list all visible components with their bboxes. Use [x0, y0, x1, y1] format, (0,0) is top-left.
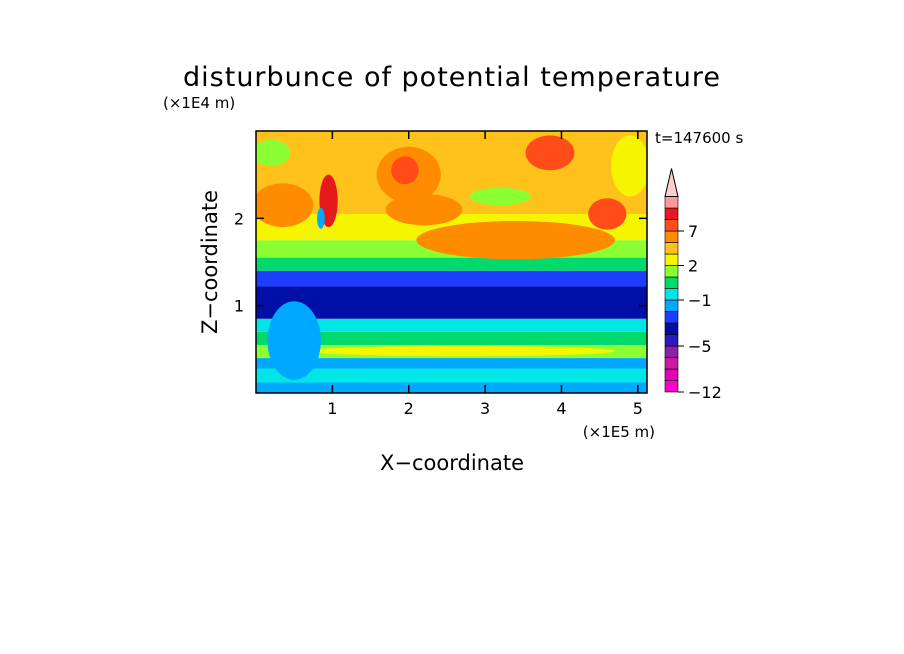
feature-7	[385, 193, 463, 226]
colorbar-label-0: −12	[688, 383, 722, 402]
heatmap-area	[256, 131, 647, 393]
colorbar-segment-5	[664, 322, 679, 335]
colorbar-segment-1	[664, 368, 679, 381]
colorbar-segment-13	[664, 230, 679, 243]
feature-11	[309, 345, 615, 357]
colorbar-label-4: 7	[688, 222, 698, 241]
colorbar-segment-6	[664, 311, 679, 324]
colorbar-label-2: −1	[688, 291, 712, 310]
colorbar-segment-8	[664, 288, 679, 301]
colorbar-segment-2	[664, 357, 679, 370]
y-axis-title: Z−coordinate	[198, 190, 222, 334]
x-unit-label: (×1E5 m)	[583, 423, 655, 441]
feature-12	[267, 301, 321, 380]
band-6	[256, 286, 647, 319]
x-tick-label-3: 4	[556, 399, 566, 418]
colorbar-segment-7	[664, 299, 679, 312]
feature-1	[391, 156, 419, 185]
feature-3	[256, 183, 314, 228]
x-tick-label-2: 3	[480, 399, 490, 418]
x-tick-label-0: 1	[327, 399, 337, 418]
y-unit-label: (×1E4 m)	[163, 94, 235, 112]
feature-8	[469, 187, 531, 206]
colorbar-segment-14	[664, 219, 679, 232]
y-axis: 12	[234, 209, 647, 316]
band-0	[256, 382, 647, 393]
time-label: t=147600 s	[655, 129, 743, 147]
colorbar-segment-15	[664, 207, 679, 220]
colorbar-segment-11	[664, 253, 679, 266]
colorbar-segment-10	[664, 265, 679, 278]
colorbar-segment-0	[664, 380, 679, 393]
band-7	[256, 270, 647, 287]
x-axis: 1 2 3 4 5	[327, 131, 643, 418]
colorbar-label-1: −5	[688, 337, 712, 356]
feature-13	[317, 207, 325, 229]
colorbar-segment-9	[664, 276, 679, 289]
colorbar-segment-12	[664, 242, 679, 255]
feature-9	[256, 139, 291, 166]
band-4	[256, 331, 647, 345]
x-tick-label-4: 5	[633, 399, 643, 418]
colorbar: −12−5−127	[664, 168, 722, 402]
colorbar-segment-3	[664, 345, 679, 358]
band-2	[256, 358, 647, 369]
plot-frame	[255, 130, 648, 394]
band-1	[256, 368, 647, 383]
feature-5	[416, 220, 615, 260]
feature-10	[611, 135, 647, 197]
x-tick-label-1: 2	[404, 399, 414, 418]
colorbar-segment-4	[664, 334, 679, 347]
colorbar-extend-arrow	[664, 168, 679, 197]
colorbar-segment-16	[664, 196, 679, 209]
band-5	[256, 318, 647, 332]
colorbar-label-3: 2	[688, 257, 698, 276]
feature-6	[588, 198, 627, 230]
y-tick-label-1: 2	[234, 209, 244, 228]
feature-2	[525, 135, 575, 171]
x-axis-title: X−coordinate	[380, 451, 524, 475]
y-tick-label-0: 1	[234, 297, 244, 316]
band-8	[256, 257, 647, 271]
chart-title: disturbunce of potential temperature	[183, 62, 721, 93]
